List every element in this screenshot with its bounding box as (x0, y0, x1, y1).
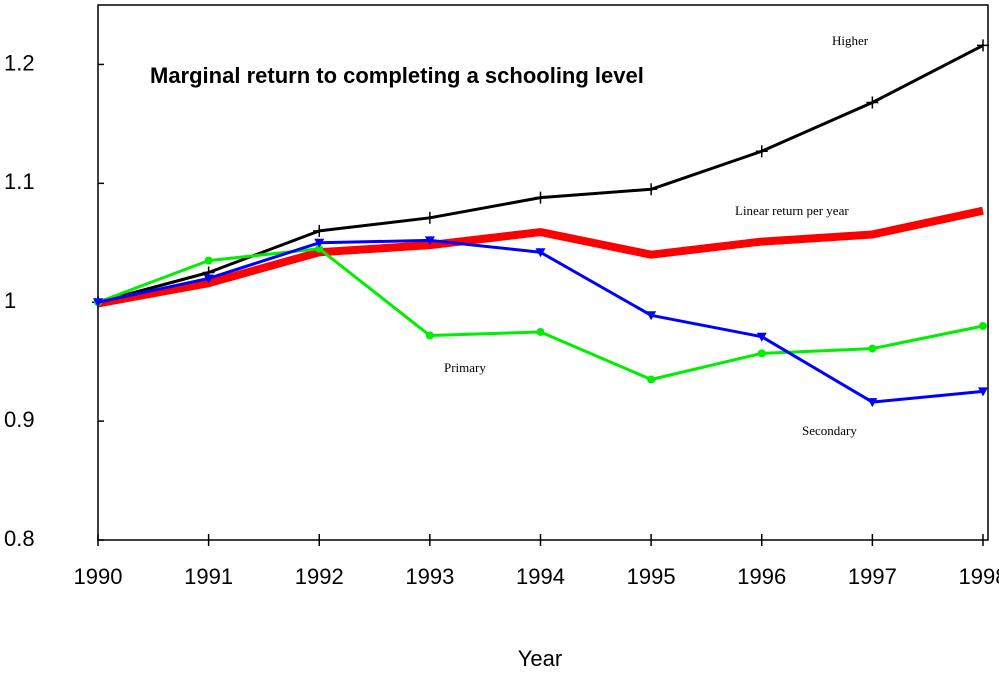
y-tick-label: 1.2 (4, 50, 35, 75)
marker (93, 298, 103, 308)
x-tick-label: 1997 (848, 564, 897, 589)
marker (536, 327, 545, 336)
marker (204, 256, 213, 265)
series-label: Secondary (802, 423, 857, 438)
marker (425, 331, 434, 340)
series-label: Linear return per year (735, 203, 849, 218)
marker (535, 248, 546, 258)
series-line (97, 247, 984, 381)
marker (315, 244, 324, 253)
marker (867, 398, 878, 408)
x-tick-label: 1994 (516, 564, 565, 589)
marker (977, 39, 989, 52)
x-tick-label: 1998 (959, 564, 999, 589)
marker (868, 344, 877, 353)
marker (645, 183, 658, 196)
x-tick-label: 1993 (405, 564, 454, 589)
y-tick-label: 0.9 (4, 407, 35, 432)
marker (203, 274, 214, 284)
x-axis-label: Year (518, 646, 562, 671)
series-line (97, 206, 984, 308)
marker (424, 236, 435, 246)
series-label: Primary (444, 360, 486, 375)
marker (866, 96, 879, 109)
x-tick-label: 1990 (74, 564, 123, 589)
plot-frame (97, 4, 989, 541)
marker (978, 387, 988, 397)
y-tick-label: 0.8 (4, 526, 35, 551)
y-tick-label: 1.1 (4, 169, 35, 194)
x-tick-label: 1996 (737, 564, 786, 589)
x-tick-label: 1991 (184, 564, 233, 589)
y-tick-label: 1 (4, 288, 16, 313)
marker (534, 191, 547, 204)
marker (755, 145, 768, 158)
marker (647, 375, 656, 384)
marker (979, 322, 987, 330)
marker (423, 211, 436, 224)
x-tick-label: 1992 (295, 564, 344, 589)
marker (646, 311, 657, 321)
series-label: Higher (832, 33, 869, 48)
marker (314, 238, 325, 248)
x-tick-label: 1995 (627, 564, 676, 589)
marker (313, 224, 326, 237)
chart-title: Marginal return to completing a schoolin… (150, 63, 644, 88)
marker (757, 349, 766, 358)
marker (756, 332, 767, 342)
